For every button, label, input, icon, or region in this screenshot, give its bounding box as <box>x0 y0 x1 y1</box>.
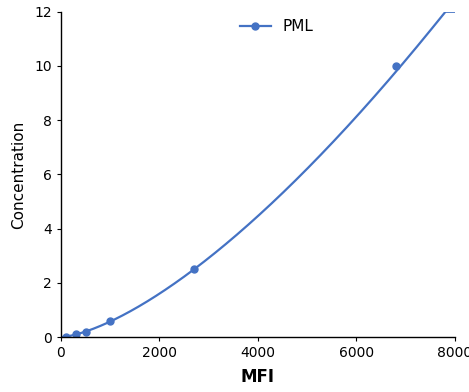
PML <box>393 64 399 68</box>
PML <box>73 332 78 337</box>
Y-axis label: Concentration: Concentration <box>11 120 26 229</box>
PML <box>83 330 88 335</box>
PML <box>63 334 68 339</box>
Line: PML: PML <box>62 62 399 340</box>
PML <box>191 267 197 272</box>
X-axis label: MFI: MFI <box>241 368 275 387</box>
Legend: PML: PML <box>234 13 320 40</box>
PML <box>107 318 113 323</box>
